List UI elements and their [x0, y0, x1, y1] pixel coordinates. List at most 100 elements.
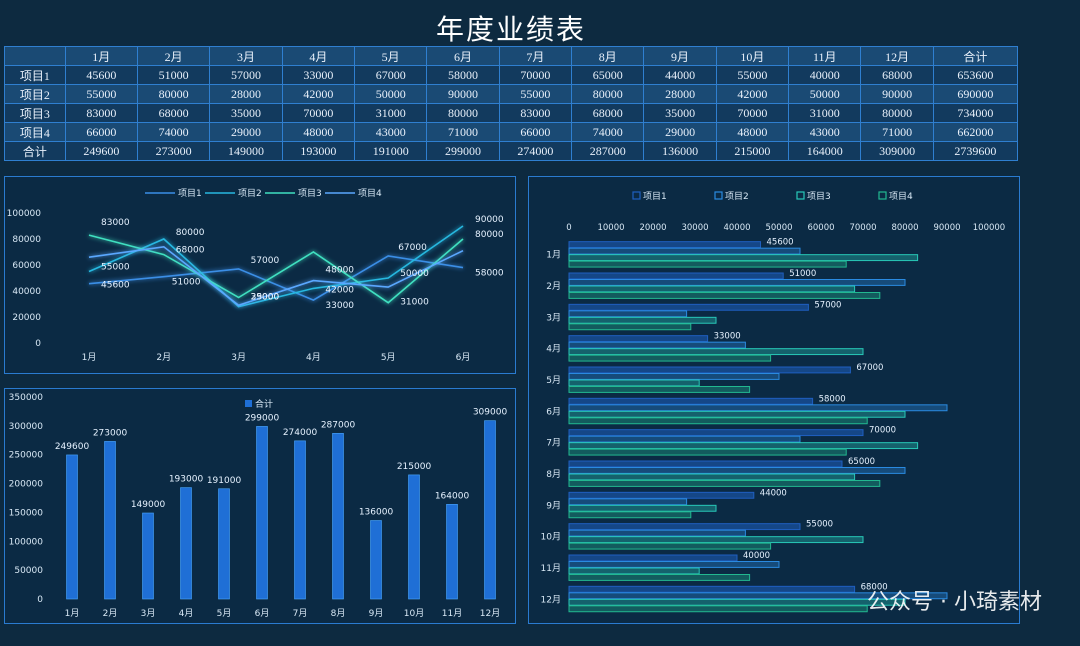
data-label: 249600 — [55, 442, 90, 452]
total-bar-chart-panel: 0 50000 100000 150000 200000 250000 300000 3500… — [4, 388, 516, 624]
bar-series-1 — [568, 554, 738, 562]
x-tick-label: 20000 — [639, 223, 666, 233]
table-cell: 42000 — [281, 84, 356, 104]
y-tick-label: 0 — [35, 339, 41, 349]
table-cell: 80000 — [860, 103, 934, 123]
data-label: 68000 — [176, 246, 205, 256]
bar-series-1 — [568, 491, 755, 499]
table-cell: 68000 — [571, 103, 645, 123]
bar-series-2 — [568, 247, 801, 255]
table-cell: 43000 — [354, 122, 428, 142]
data-label: 274000 — [283, 428, 318, 438]
table-row: 合计 249600 273000 149000 193000 191000 299000 27… — [4, 141, 1019, 161]
x-tick-label: 1月 — [65, 608, 80, 619]
data-label: 42000 — [325, 285, 354, 295]
table-cell: 50000 — [354, 84, 428, 104]
data-label: 80000 — [176, 228, 205, 238]
bar-series-3 — [568, 442, 919, 450]
table-cell: 66000 — [64, 122, 138, 142]
table-cell: 67000 — [354, 65, 428, 85]
table-header-cell: 5月 — [354, 46, 428, 66]
table-row: 项目3 83000 68000 35000 70000 31000 80000 83000 68… — [4, 103, 1019, 123]
bar-series-2 — [568, 310, 688, 318]
table-cell: 80000 — [426, 103, 500, 123]
bar-series-1 — [568, 303, 809, 311]
table-header-cell: 8月 — [571, 46, 645, 66]
x-tick-label: 100000 — [973, 223, 1005, 233]
total-bar-chart: 0 50000 100000 150000 200000 250000 300000 3500… — [9, 393, 508, 619]
table-row: 项目1 45600 51000 57000 33000 67000 58000 70000 65… — [4, 65, 1019, 85]
table-cell: 28000 — [209, 84, 283, 104]
data-label: 45600 — [101, 281, 130, 291]
horizontal-bar-chart: 0 10000 20000 30000 40000 50000 60000 70000 8000… — [541, 191, 1005, 613]
table-row: 项目2 55000 80000 28000 42000 50000 90000 55000 80… — [4, 84, 1019, 104]
table-cell: 51000 — [136, 65, 211, 85]
x-tick-label: 4月 — [306, 352, 321, 363]
table-cell: 71000 — [860, 122, 934, 142]
data-label: 90000 — [475, 215, 504, 225]
table-header-cell: 11月 — [788, 46, 862, 66]
bar-series-1 — [568, 429, 864, 437]
x-tick-label: 3月 — [141, 608, 156, 619]
table-cell: 55000 — [64, 84, 138, 104]
table-header-cell: 2月 — [136, 46, 211, 66]
y-tick-label: 4月 — [546, 344, 561, 355]
table-header-cell: 合计 — [932, 46, 1019, 66]
bar-series-4 — [568, 354, 772, 362]
bar-series-3 — [568, 316, 717, 324]
bar-series-4 — [568, 448, 847, 456]
data-label: 164000 — [435, 491, 470, 501]
y-tick-label: 300000 — [9, 422, 44, 432]
table-cell: 55000 — [715, 65, 790, 85]
table-cell: 项目4 — [4, 122, 66, 142]
x-tick-label: 30000 — [681, 223, 708, 233]
table-cell: 83000 — [498, 103, 573, 123]
table-cell: 653600 — [932, 65, 1019, 85]
table-cell: 65000 — [571, 65, 645, 85]
series-line-2 — [88, 225, 464, 308]
bar-series-4 — [568, 574, 751, 581]
bar-series-2 — [568, 592, 948, 600]
table-header-cell: 10月 — [715, 46, 790, 66]
bar-series-4 — [568, 260, 847, 268]
legend-swatch — [245, 400, 252, 407]
legend-label: 项目4 — [889, 191, 913, 202]
y-tick-label: 250000 — [9, 451, 44, 461]
data-label: 50000 — [400, 269, 429, 279]
bar-series-2 — [568, 404, 948, 412]
data-label: 44000 — [760, 488, 787, 498]
data-label: 65000 — [848, 457, 875, 467]
table-cell: 83000 — [64, 103, 138, 123]
bar-series-2 — [568, 561, 780, 568]
x-tick-label: 4月 — [179, 608, 194, 619]
data-label: 193000 — [169, 475, 204, 485]
table-row: 项目4 66000 74000 29000 48000 43000 71000 66000 74… — [4, 122, 1019, 142]
performance-table: 1月 2月 3月 4月 5月 6月 7月 8月 9月 10月 11月 12月 合计 项目1 45600 510… — [4, 46, 1019, 161]
bar-series-4 — [568, 323, 692, 331]
table-cell: 42000 — [715, 84, 790, 104]
table-header-cell: 9月 — [643, 46, 717, 66]
data-label: 215000 — [397, 462, 432, 472]
series-line-3 — [88, 234, 464, 304]
bar-series-3 — [568, 410, 906, 418]
table-cell: 31000 — [354, 103, 428, 123]
table-header-cell: 6月 — [426, 46, 500, 66]
bar-series-1 — [568, 397, 814, 405]
data-label: 33000 — [714, 332, 741, 342]
bar-series-1 — [568, 241, 762, 249]
legend-label: 项目2 — [725, 191, 749, 202]
bar-series-3 — [568, 285, 856, 293]
table-cell: 193000 — [281, 141, 356, 161]
table-cell: 662000 — [932, 122, 1019, 142]
series-line-4 — [88, 245, 464, 307]
y-tick-label: 50000 — [14, 566, 43, 576]
data-label: 55000 — [101, 263, 130, 273]
table-cell: 50000 — [788, 84, 862, 104]
x-tick-label: 3月 — [231, 352, 246, 363]
table-cell: 299000 — [426, 141, 500, 161]
data-label: 55000 — [806, 520, 833, 530]
table-cell: 31000 — [788, 103, 862, 123]
table-cell: 项目1 — [4, 65, 66, 85]
table-header-cell: 7月 — [498, 46, 573, 66]
y-tick-label: 6月 — [546, 406, 561, 417]
